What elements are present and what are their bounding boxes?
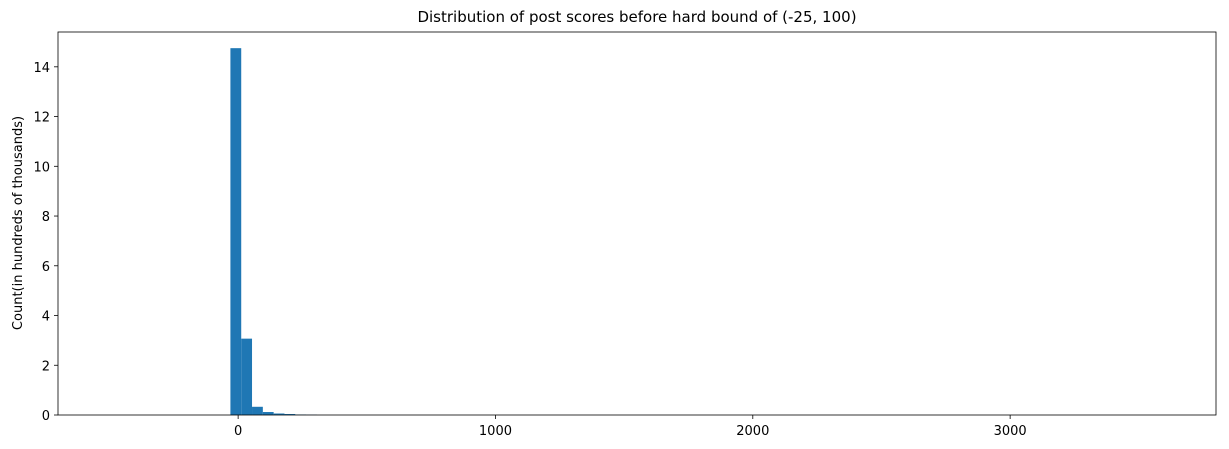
histogram-bar-0 [230, 48, 242, 416]
plot-frame [57, 31, 1217, 416]
x-tick-label: 1000 [479, 424, 512, 439]
y-tick-label: 4 [42, 310, 50, 325]
x-tick-label: 3000 [994, 424, 1027, 439]
y-axis-label: Count(in hundreds of thousands) [11, 116, 26, 330]
y-tick-label: 6 [42, 260, 50, 275]
x-tick-label: 0 [234, 424, 242, 439]
histogram-bar-4 [273, 413, 285, 415]
chart-title: Distribution of post scores before hard … [417, 8, 856, 26]
bars-group [230, 48, 317, 416]
x-axis-ticks: 0 1000 2000 3000 [234, 415, 1027, 439]
y-axis-ticks: 0 2 4 6 8 10 12 14 [33, 61, 58, 424]
y-tick-label: 8 [42, 210, 50, 225]
histogram-bar-3 [262, 412, 274, 415]
x-tick-label: 2000 [736, 424, 769, 439]
y-tick-label: 14 [33, 61, 50, 76]
histogram-bar-2 [252, 406, 263, 415]
histogram-bar-5 [284, 414, 296, 415]
y-tick-label: 10 [33, 160, 50, 175]
y-tick-label: 0 [42, 409, 50, 424]
y-tick-label: 2 [42, 359, 50, 374]
y-tick-label: 12 [33, 111, 50, 126]
histogram-bar-1 [241, 338, 253, 415]
